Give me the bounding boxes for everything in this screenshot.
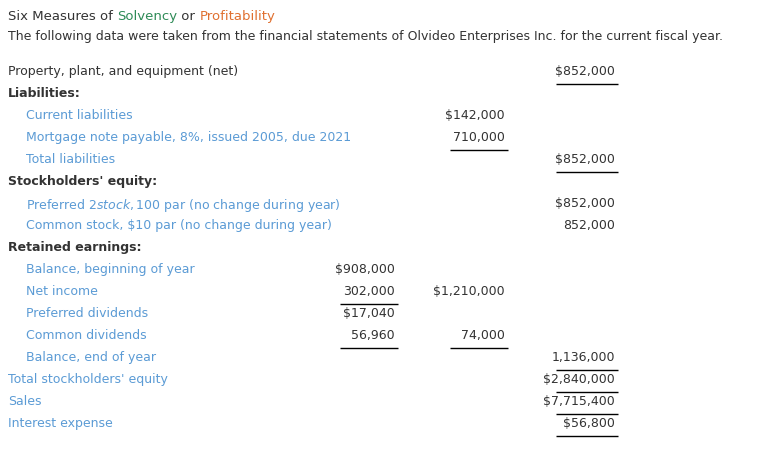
Text: Sales: Sales (8, 395, 41, 408)
Text: $852,000: $852,000 (555, 153, 615, 166)
Text: Preferred $2 stock, $100 par (no change during year): Preferred $2 stock, $100 par (no change … (26, 197, 341, 214)
Text: Six Measures of: Six Measures of (8, 10, 117, 23)
Text: $7,715,400: $7,715,400 (543, 395, 615, 408)
Text: 56,960: 56,960 (351, 329, 395, 342)
Text: 710,000: 710,000 (453, 131, 505, 144)
Text: $852,000: $852,000 (555, 197, 615, 210)
Text: Mortgage note payable, 8%, issued 2005, due 2021: Mortgage note payable, 8%, issued 2005, … (26, 131, 351, 144)
Text: $17,040: $17,040 (343, 307, 395, 320)
Text: Current liabilities: Current liabilities (26, 109, 133, 122)
Text: Stockholders' equity:: Stockholders' equity: (8, 175, 157, 188)
Text: Total liabilities: Total liabilities (26, 153, 115, 166)
Text: Property, plant, and equipment (net): Property, plant, and equipment (net) (8, 65, 238, 78)
Text: Total stockholders' equity: Total stockholders' equity (8, 373, 168, 386)
Text: 1,136,000: 1,136,000 (552, 351, 615, 364)
Text: $56,800: $56,800 (563, 417, 615, 430)
Text: $852,000: $852,000 (555, 65, 615, 78)
Text: 302,000: 302,000 (343, 285, 395, 298)
Text: or: or (177, 10, 199, 23)
Text: Common dividends: Common dividends (26, 329, 147, 342)
Text: $2,840,000: $2,840,000 (543, 373, 615, 386)
Text: Liabilities:: Liabilities: (8, 87, 81, 100)
Text: The following data were taken from the financial statements of Olvideo Enterpris: The following data were taken from the f… (8, 30, 723, 43)
Text: 74,000: 74,000 (461, 329, 505, 342)
Text: Retained earnings:: Retained earnings: (8, 241, 141, 254)
Text: Solvency: Solvency (117, 10, 177, 23)
Text: Balance, beginning of year: Balance, beginning of year (26, 263, 195, 276)
Text: Interest expense: Interest expense (8, 417, 113, 430)
Text: Profitability: Profitability (199, 10, 275, 23)
Text: Common stock, $10 par (no change during year): Common stock, $10 par (no change during … (26, 219, 332, 232)
Text: $908,000: $908,000 (335, 263, 395, 276)
Text: 852,000: 852,000 (563, 219, 615, 232)
Text: $1,210,000: $1,210,000 (433, 285, 505, 298)
Text: Preferred dividends: Preferred dividends (26, 307, 148, 320)
Text: Balance, end of year: Balance, end of year (26, 351, 156, 364)
Text: $142,000: $142,000 (445, 109, 505, 122)
Text: Net income: Net income (26, 285, 98, 298)
